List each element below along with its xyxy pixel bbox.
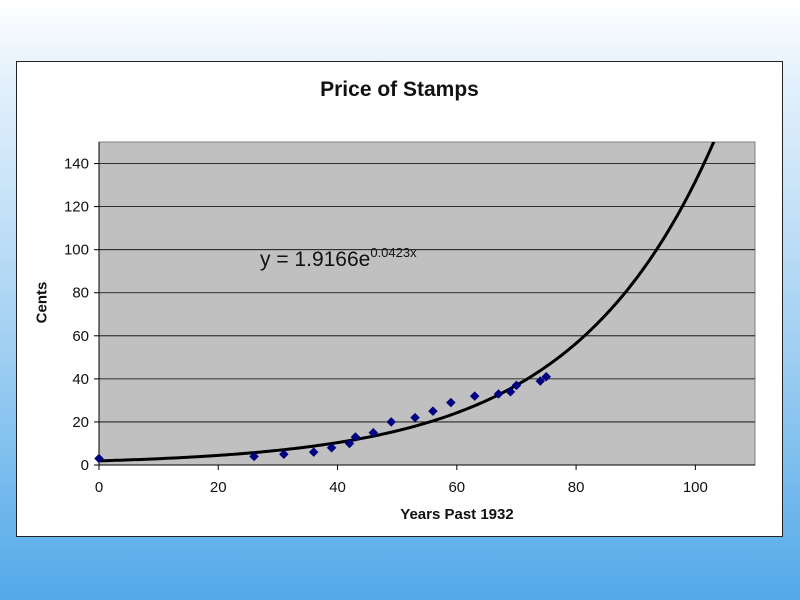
plot-area <box>98 141 756 466</box>
data-point-9 <box>410 412 420 423</box>
x-tick-label-0: 0 <box>95 479 103 496</box>
x-tick-label-80: 80 <box>568 479 585 496</box>
data-point-10 <box>428 406 438 417</box>
x-tick-label-20: 20 <box>210 479 227 496</box>
y-tick-label-80: 80 <box>72 285 89 302</box>
y-tick-label-60: 60 <box>72 328 89 345</box>
data-point-1 <box>249 451 259 462</box>
data-point-15 <box>511 380 522 391</box>
data-point-8 <box>386 417 397 427</box>
chart-svg: 0 20 40 60 80 100 120 140 0 20 40 60 80 100 <box>64 141 756 496</box>
x-tick-label-100: 100 <box>683 479 708 496</box>
y-tick-label-120: 120 <box>64 199 89 216</box>
data-point-14 <box>505 386 516 397</box>
data-point-6 <box>350 432 361 442</box>
trendline-equation: y = 1.9166e0.0423x <box>260 245 417 272</box>
data-point-11 <box>446 397 456 408</box>
y-tick-label-100: 100 <box>64 242 89 259</box>
data-point-12 <box>469 391 480 401</box>
data-point-0 <box>94 453 104 464</box>
x-tick-label-60: 60 <box>448 479 465 496</box>
data-point-4 <box>326 442 337 453</box>
y-tick-label-40: 40 <box>72 371 89 388</box>
data-point-5 <box>344 438 355 449</box>
equation-exponent: 0.0423x <box>370 245 417 260</box>
y-axis-label: Cents <box>33 281 51 324</box>
x-axis-label: Years Past 1932 <box>400 506 514 523</box>
chart-title: Price of Stamps <box>320 78 479 101</box>
equation-base: y = 1.9166e <box>260 248 371 271</box>
data-point-13 <box>493 389 504 399</box>
data-point-3 <box>308 447 319 457</box>
data-point-7 <box>368 427 379 438</box>
trendline <box>99 142 716 463</box>
data-point-2 <box>279 449 289 460</box>
y-tick-label-0: 0 <box>81 457 89 474</box>
y-tick-label-20: 20 <box>72 414 89 431</box>
data-point-16 <box>535 376 546 386</box>
x-tick-label-40: 40 <box>329 479 346 496</box>
chart-frame: 0 20 40 60 80 100 120 140 0 20 40 60 80 100 Price of … <box>16 61 783 537</box>
data-point-17 <box>541 371 552 382</box>
y-tick-label-140: 140 <box>64 156 89 173</box>
